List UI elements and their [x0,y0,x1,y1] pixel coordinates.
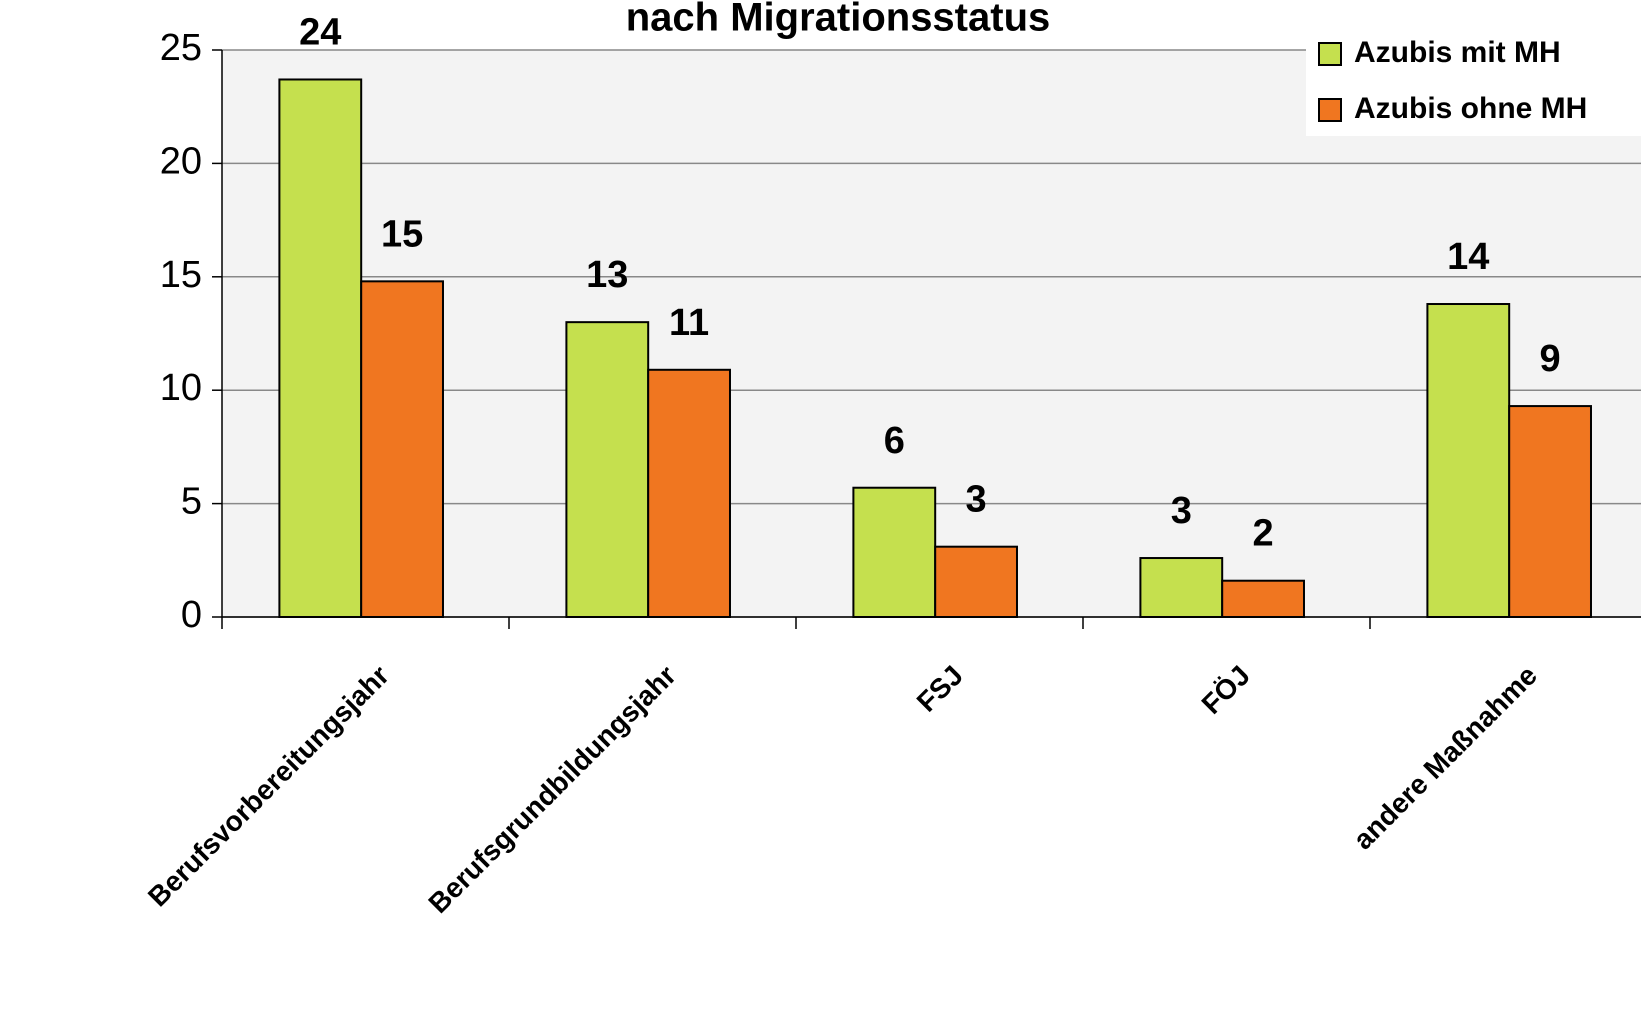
bar [1221,579,1305,618]
value-label: 3 [1171,490,1192,532]
x-tick-label: Berufsvorbereitungsjahr [142,659,395,912]
x-tick-label: andere Maßnahme [1347,660,1543,856]
value-label: 9 [1540,338,1561,380]
value-label: 14 [1447,236,1489,278]
bar [360,280,444,618]
value-label: 11 [669,302,709,344]
y-tick-label: 15 [160,254,202,296]
value-label: 2 [1253,513,1274,555]
bar [1426,303,1511,618]
value-label: 15 [381,213,423,255]
legend-swatch [1318,98,1342,122]
x-tick-label: FÖJ [1196,660,1256,720]
bar [1139,557,1224,618]
bar [852,486,937,618]
bar [565,321,650,618]
bar [647,368,731,618]
value-label: 6 [884,420,905,462]
bar [278,78,363,618]
value-label: 13 [586,254,628,296]
bar [934,545,1018,619]
value-label: 24 [299,12,341,54]
y-tick-label: 20 [160,140,202,182]
x-tick-label: Berufsgrundbildungsjahr [422,659,682,919]
y-tick-label: 0 [181,594,202,636]
legend-label: Azubis ohne MH [1354,92,1587,125]
y-tick-label: 25 [160,27,202,69]
value-label: 3 [966,479,987,521]
legend-swatch [1318,42,1342,66]
legend-box [1306,31,1641,136]
y-tick-label: 5 [181,481,202,523]
y-tick-label: 10 [160,367,202,409]
legend-label: Azubis mit MH [1354,36,1561,69]
x-tick-label: FSJ [911,660,969,718]
chart-title: nach Migrationsstatus [626,0,1051,40]
bar [1508,405,1592,618]
